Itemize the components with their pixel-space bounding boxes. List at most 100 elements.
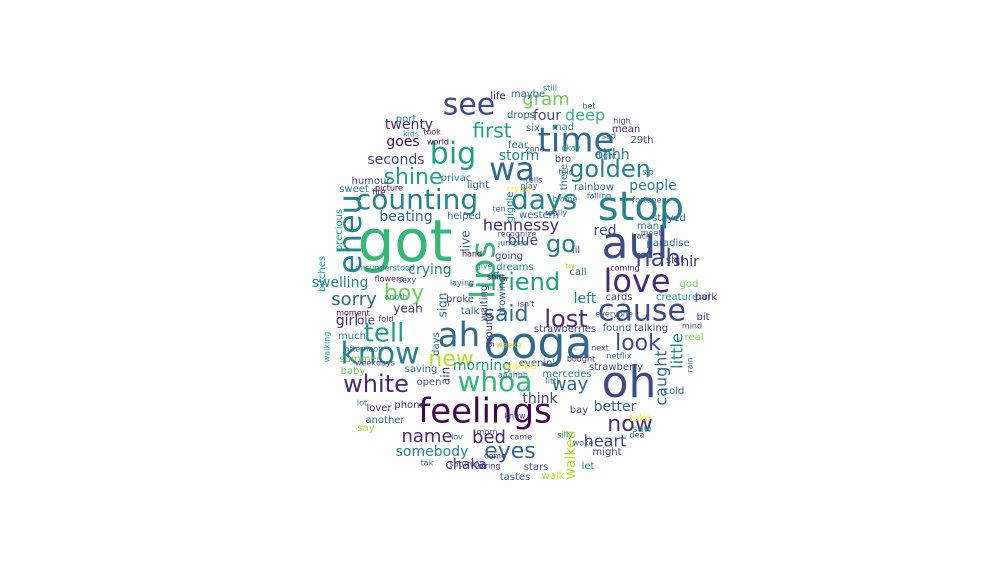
word-tw: tw <box>565 262 575 271</box>
word-name: name <box>401 426 452 447</box>
word-ohhh: ohhh <box>594 147 629 163</box>
word-let: let <box>582 461 595 472</box>
word-said: said <box>483 302 528 327</box>
word-oh: oh <box>602 357 657 408</box>
word-lov: lov <box>451 433 463 442</box>
word-hennessy: hennessy <box>483 216 559 235</box>
word-life: life <box>490 91 505 102</box>
word-left: left <box>574 291 597 307</box>
word-picture: picture <box>375 184 403 193</box>
word-broke: broke <box>446 294 474 305</box>
word-first: first <box>472 119 511 143</box>
word-dea: dea <box>630 431 645 440</box>
word-light: light <box>467 180 489 191</box>
word-now: now <box>607 412 652 437</box>
word-evenin: evenin' <box>519 358 555 369</box>
word-ole: ole <box>357 314 375 328</box>
word-bro: bro <box>555 154 571 165</box>
word-sweet: sweet <box>339 184 369 195</box>
word-giggle: giggle <box>505 192 516 223</box>
word-silly: silly <box>557 431 573 440</box>
word-feelings: feelings <box>418 392 552 432</box>
word-live: live <box>459 230 473 251</box>
word-white: white <box>343 370 409 398</box>
word-hand: hand <box>462 250 482 259</box>
word-summer: summer <box>339 354 381 365</box>
word-aaahhh: aaahhh <box>498 371 528 380</box>
word-laying: laying <box>450 279 474 288</box>
word-new: new <box>428 347 473 372</box>
word-zone: zone <box>525 145 544 154</box>
word-ten: ten <box>492 205 505 214</box>
word-chaka: chaka <box>445 457 487 473</box>
word-caught: caught <box>652 350 671 405</box>
word-open: open <box>417 377 442 388</box>
word-flowers: flowers <box>375 275 404 284</box>
word-six: six <box>526 123 540 134</box>
word-lover: lover <box>366 403 392 414</box>
word-walked: walked <box>563 430 579 479</box>
word-might: might <box>592 447 621 458</box>
word-little: little <box>668 333 687 369</box>
word-told: told <box>558 168 573 177</box>
word-bed: bed <box>472 427 506 448</box>
word-play: play <box>521 182 538 191</box>
word-ground: ground <box>484 312 495 347</box>
word-take: take <box>629 413 651 424</box>
word-humour: humour <box>352 176 392 187</box>
word-whoa: whoa <box>458 365 533 398</box>
word-way: way <box>552 374 589 395</box>
word-real: real <box>685 332 704 343</box>
word-bet: bet <box>582 102 595 111</box>
word-kids: kids <box>403 130 419 139</box>
word-nah: nah <box>635 244 680 272</box>
word-creature: creature <box>656 292 698 303</box>
word-baby: baby <box>341 366 366 377</box>
word-anoth: anoth <box>384 293 407 302</box>
word-strawberries: strawberries <box>534 324 596 335</box>
word-tell: tell <box>364 319 405 349</box>
word-walking: walking <box>323 332 332 363</box>
word-beating: beating <box>379 209 432 225</box>
word-eheu: eheu <box>331 194 369 274</box>
word-time: time <box>538 121 615 161</box>
word-morning: morning <box>453 358 511 374</box>
word-twenty: twenty <box>385 117 433 133</box>
word-coming: coming <box>610 264 639 273</box>
word-lost: lost <box>544 305 587 333</box>
word-sip: sip <box>642 168 653 177</box>
word-lil: lil <box>572 245 580 256</box>
word-seconds: seconds <box>367 152 424 168</box>
word-string: string <box>478 462 501 471</box>
word-shit: shit <box>666 255 684 266</box>
word-sorry: sorry <box>331 289 377 310</box>
word-mad: mad <box>552 122 574 133</box>
word-bitches: bitches <box>317 256 328 292</box>
word-call: call <box>569 267 586 278</box>
word-sexy: sexy <box>398 276 417 285</box>
word-people: people <box>629 178 676 194</box>
word-morn: morn <box>477 428 498 437</box>
word-days: days <box>431 332 442 356</box>
word-29th: 29th <box>631 135 654 146</box>
word-crying: crying <box>507 185 532 194</box>
word-swelling: swelling <box>312 275 369 291</box>
word-fortune: fortune <box>632 196 661 205</box>
word-jumped: jumped <box>497 239 528 248</box>
word-afternoon: afternoon <box>345 345 384 354</box>
word-phone: phone <box>394 400 425 411</box>
word-lips: lips <box>464 241 504 299</box>
word-four: four <box>533 108 561 124</box>
word-high: high <box>613 117 630 126</box>
word-saving: saving <box>405 364 438 375</box>
word-bought: bought <box>567 355 595 364</box>
word-sign: sign <box>436 293 450 318</box>
word-fire: fire <box>372 188 385 197</box>
word-boy: boy <box>384 281 424 306</box>
word-somebody: somebody <box>396 444 469 460</box>
word-stayed: stayed <box>652 213 686 224</box>
word-mean: mean <box>612 124 640 135</box>
word-yeah: yeah <box>393 302 422 316</box>
word-mercedes: mercedes <box>542 369 591 380</box>
word-stop: stop <box>598 184 684 230</box>
